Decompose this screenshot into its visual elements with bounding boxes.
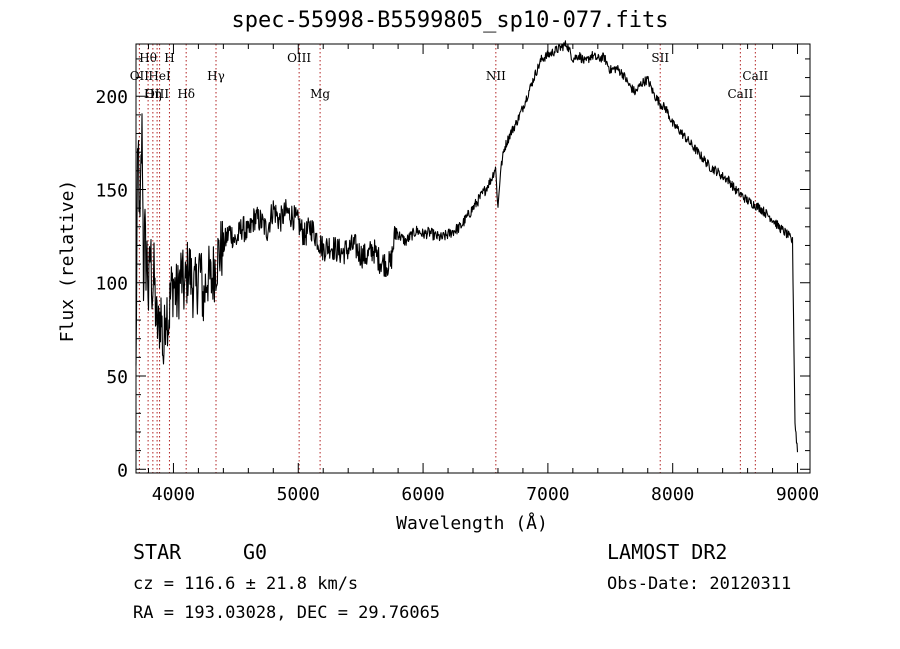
object-subclass: G0 bbox=[243, 540, 268, 564]
y-tick-label: 0 bbox=[117, 460, 128, 481]
line-marker-label: Hδ bbox=[177, 87, 195, 101]
coordinates: RA = 193.03028, DEC = 29.76065 bbox=[133, 603, 441, 623]
x-tick-label: 7000 bbox=[526, 484, 569, 505]
line-marker-label: Hγ bbox=[207, 69, 225, 83]
object-class: STAR bbox=[133, 540, 182, 564]
y-tick-label: 50 bbox=[106, 367, 128, 388]
axis-tick-labels: 4000 5000 6000 7000 8000 9000 0 50 100 150 200 bbox=[95, 87, 819, 505]
axis-ticks bbox=[136, 44, 810, 473]
spectrum-series-line bbox=[135, 40, 799, 453]
line-marker-label: Mg bbox=[310, 87, 330, 101]
line-marker-label: CaII bbox=[727, 87, 753, 101]
emission-line-markers bbox=[138, 44, 756, 473]
y-tick-label: 200 bbox=[95, 87, 128, 108]
line-marker-label: OIII bbox=[287, 51, 311, 65]
line-marker-label: H bbox=[164, 51, 174, 65]
x-tick-label: 4000 bbox=[152, 484, 195, 505]
plot-frame bbox=[135, 43, 811, 474]
survey-name: LAMOST DR2 bbox=[607, 540, 728, 564]
line-marker-label: NII bbox=[486, 69, 506, 83]
x-tick-label: 8000 bbox=[651, 484, 694, 505]
x-tick-label: 6000 bbox=[401, 484, 444, 505]
x-tick-label: 5000 bbox=[277, 484, 320, 505]
line-marker-label: OIII bbox=[145, 87, 169, 101]
y-tick-label: 150 bbox=[95, 180, 128, 201]
line-marker-label: OII bbox=[130, 69, 150, 83]
line-marker-label: SII bbox=[651, 51, 669, 65]
redshift-line: cz = 116.6 ± 21.8 km/s bbox=[133, 574, 359, 594]
line-marker-label: Hη bbox=[144, 87, 162, 101]
chart-title: spec-55998-B5599805_sp10-077.fits bbox=[231, 8, 669, 33]
line-marker-label: CaII bbox=[742, 69, 768, 83]
line-marker-label: Hθ bbox=[139, 51, 157, 65]
line-marker-label: HeI bbox=[148, 69, 171, 83]
obs-date: Obs-Date: 20120311 bbox=[607, 574, 792, 594]
y-axis-label: Flux (relative) bbox=[57, 180, 78, 343]
x-axis-label: Wavelength (Å) bbox=[396, 512, 548, 534]
y-tick-label: 100 bbox=[95, 274, 128, 295]
x-tick-label: 9000 bbox=[776, 484, 819, 505]
